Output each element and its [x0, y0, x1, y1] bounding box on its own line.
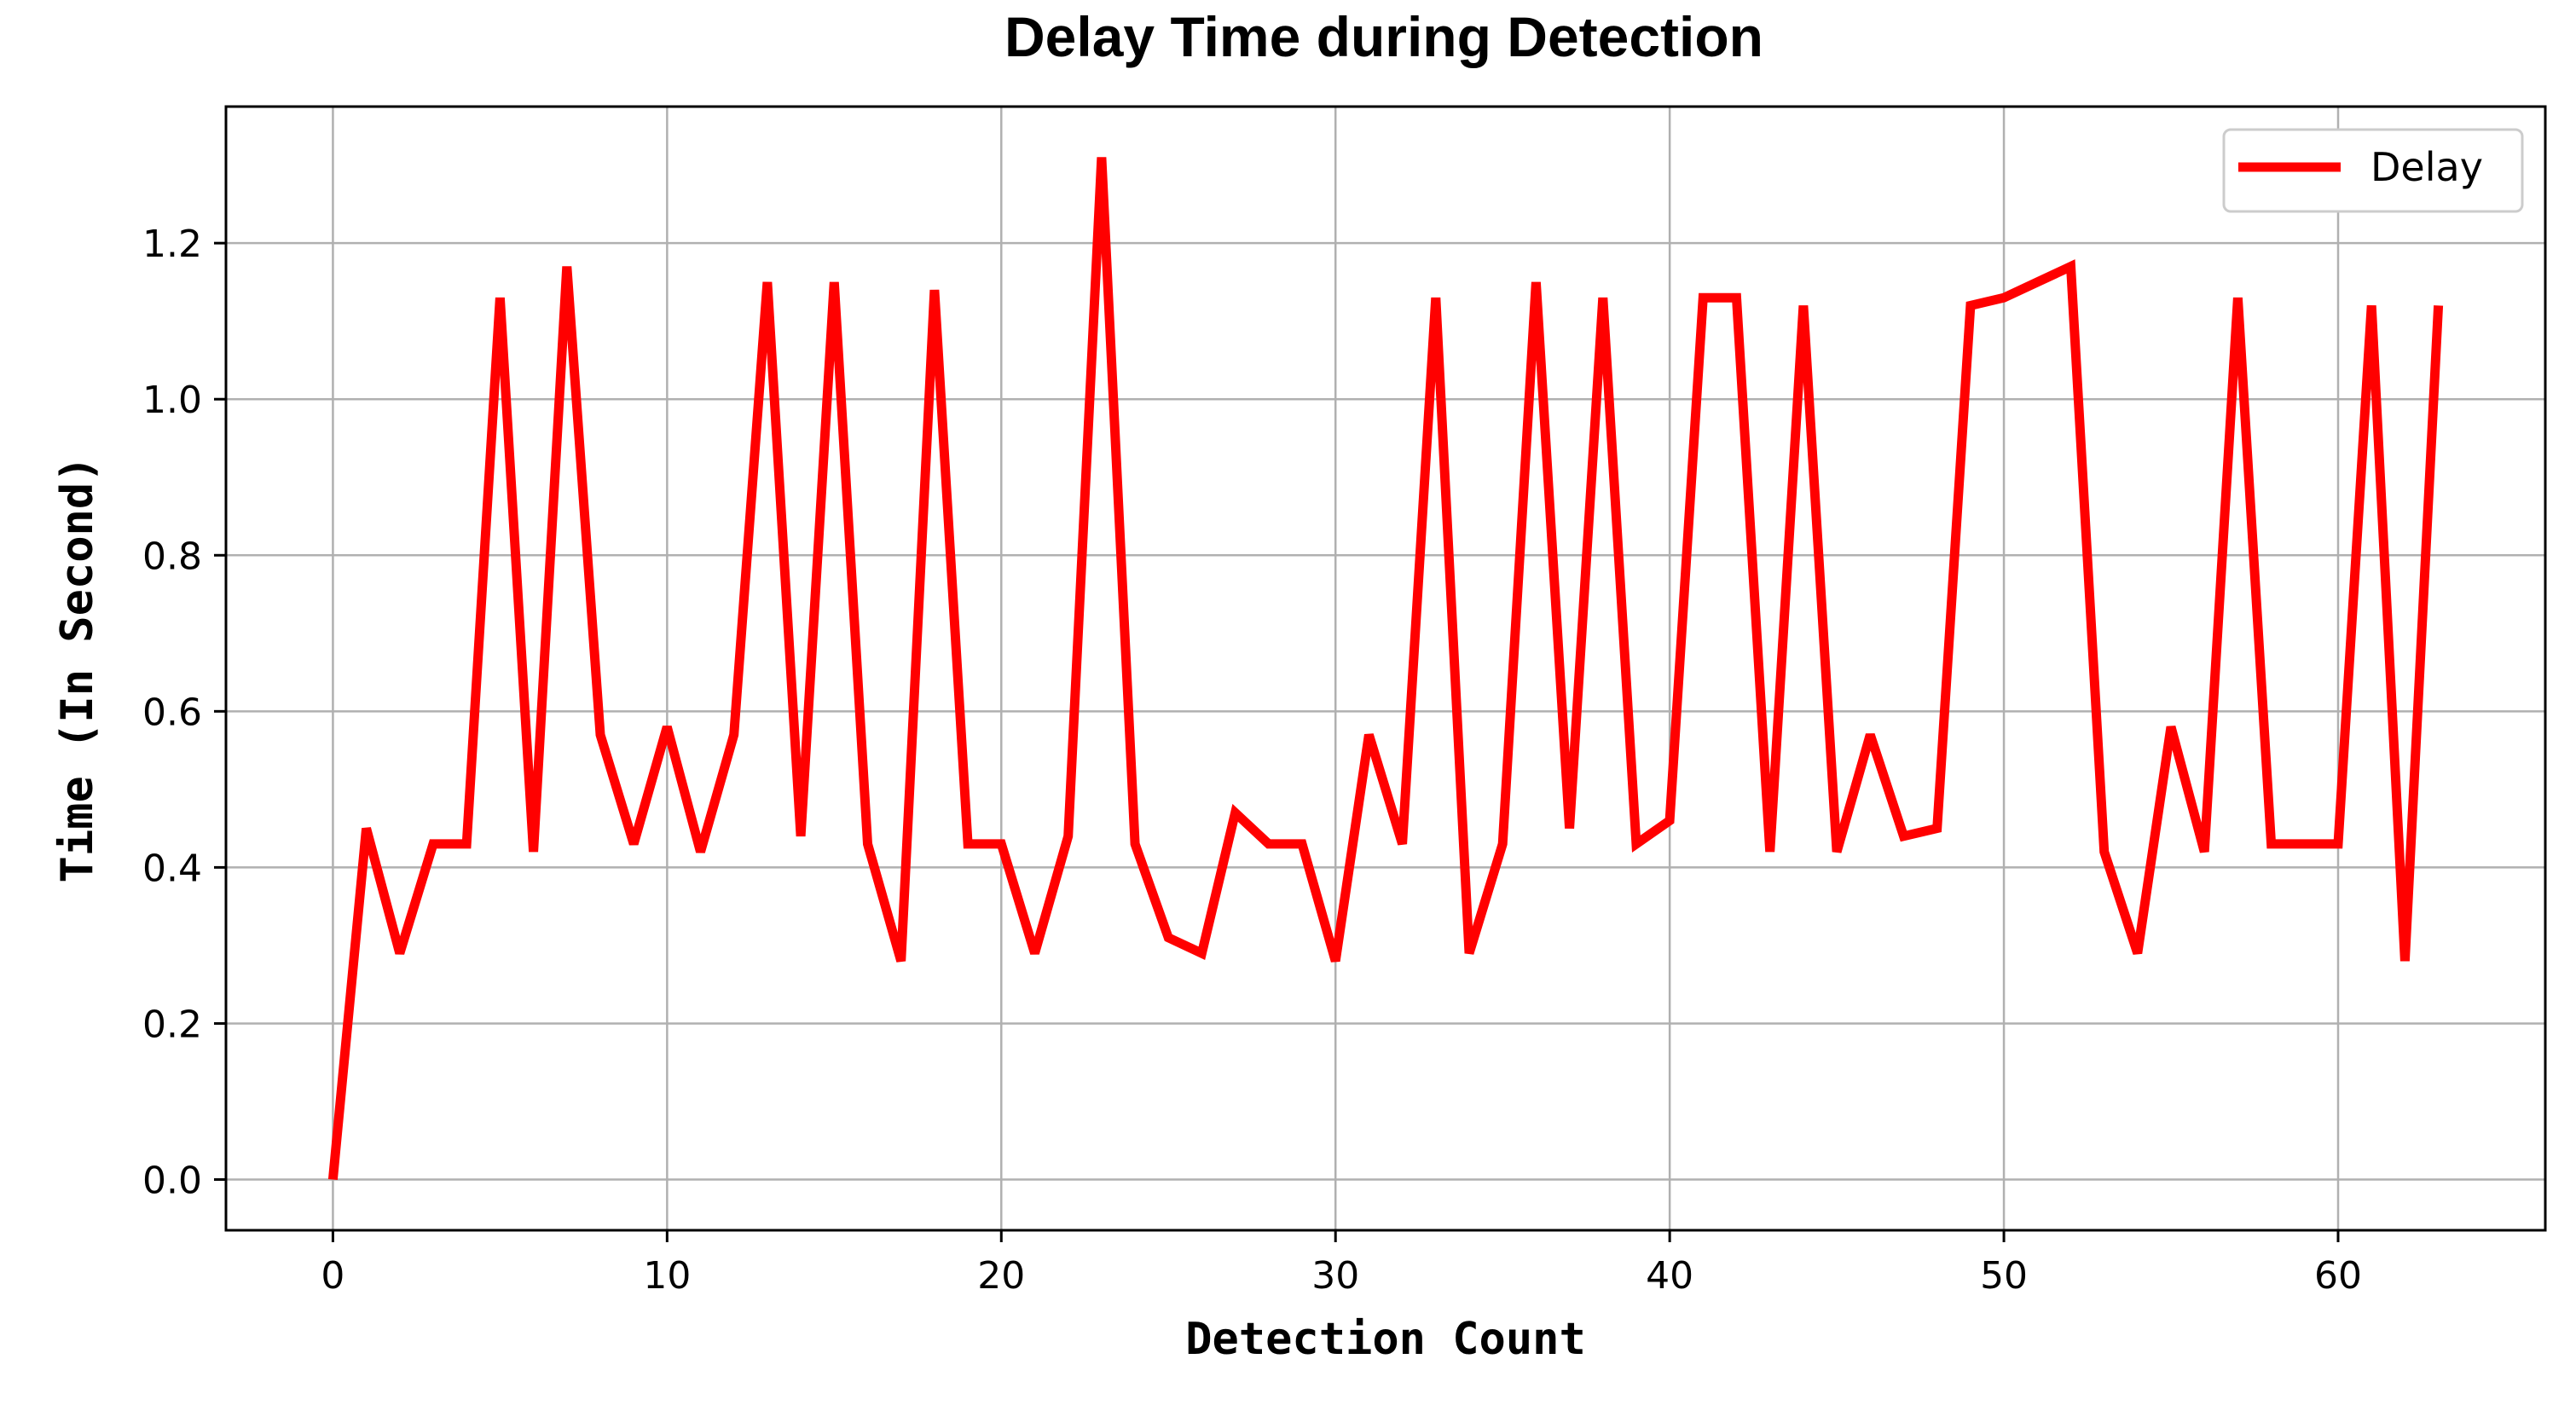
- legend: Delay: [2222, 128, 2524, 213]
- y-tick-label: 0.8: [142, 535, 202, 578]
- x-axis-label: Detection Count: [1185, 1314, 1586, 1365]
- y-tick-label: 0.2: [142, 1003, 202, 1046]
- x-tick-label: 20: [977, 1254, 1025, 1298]
- x-tick-label: 30: [1311, 1254, 1359, 1298]
- legend-label-delay: Delay: [2370, 144, 2483, 190]
- x-axis-ticks: 0 10 20 30 40 50 60: [321, 1230, 2362, 1298]
- y-axis-ticks: 0.0 0.2 0.4 0.6 0.8 1.0 1.2: [142, 223, 226, 1203]
- series-line-delay: [327, 157, 2444, 1181]
- series-layer: [327, 157, 2444, 1181]
- x-tick-label: 60: [2314, 1254, 2362, 1298]
- x-tick-label: 0: [321, 1254, 344, 1298]
- x-tick-label: 10: [643, 1254, 691, 1298]
- y-tick-label: 0.4: [142, 847, 202, 890]
- y-tick-label: 1.2: [142, 223, 202, 266]
- legend-box: [2222, 128, 2524, 213]
- grid: [226, 107, 2545, 1230]
- y-axis-label: Time (In Second): [52, 456, 103, 883]
- x-tick-label: 50: [1980, 1254, 2028, 1298]
- chart-title: Delay Time during Detection: [1004, 5, 1763, 68]
- y-tick-label: 1.0: [142, 379, 202, 422]
- x-tick-label: 40: [1646, 1254, 1693, 1298]
- plot-frame: [224, 105, 2547, 1232]
- y-tick-label: 0.0: [142, 1159, 202, 1203]
- y-tick-label: 0.6: [142, 691, 202, 734]
